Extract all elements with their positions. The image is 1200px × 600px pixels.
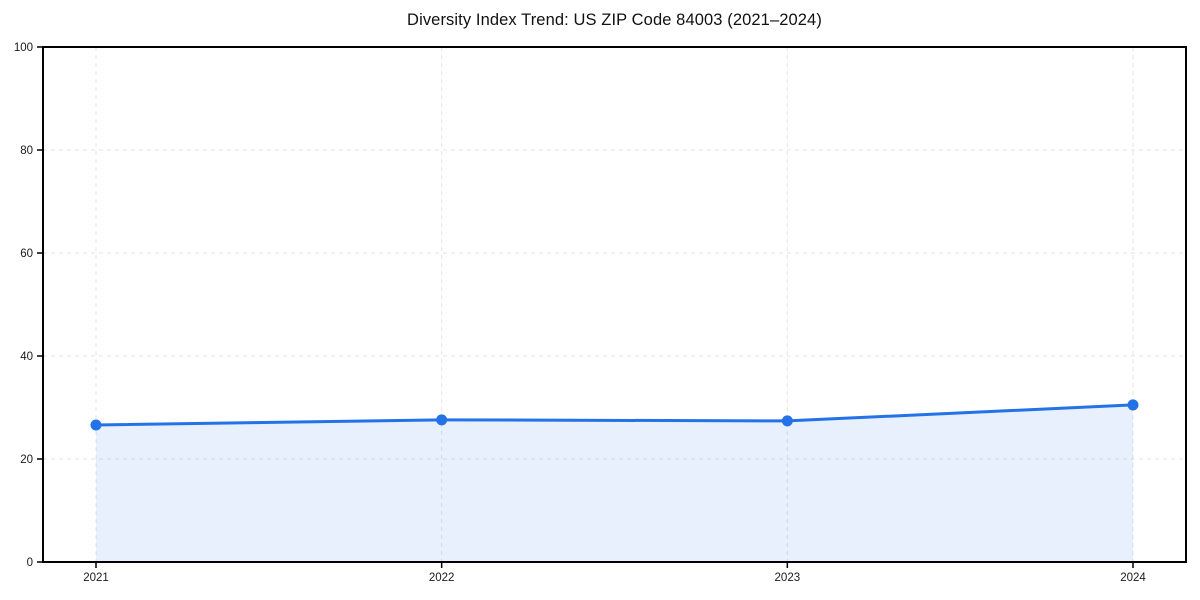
y-tick-label: 60 [20, 248, 33, 260]
y-tick-label: 40 [20, 351, 33, 363]
data-point-2024 [1127, 399, 1139, 411]
y-tick-label: 20 [20, 454, 33, 466]
y-tick-label: 100 [14, 42, 33, 54]
data-point-2023 [781, 415, 793, 427]
data-point-2021 [90, 419, 102, 431]
y-tick-label: 0 [27, 557, 33, 569]
area-fill [96, 404, 1133, 562]
trend-line [94, 403, 1135, 427]
plot-border [42, 46, 1187, 563]
x-tick-label: 2022 [429, 572, 455, 584]
chart-title: Diversity Index Trend: US ZIP Code 84003… [407, 11, 822, 29]
data-point-2022 [436, 414, 448, 426]
y-tick-label: 80 [20, 145, 33, 157]
x-tick-label: 2023 [775, 572, 801, 584]
x-tick-label: 2024 [1120, 572, 1146, 584]
x-tick-label: 2021 [83, 572, 109, 584]
